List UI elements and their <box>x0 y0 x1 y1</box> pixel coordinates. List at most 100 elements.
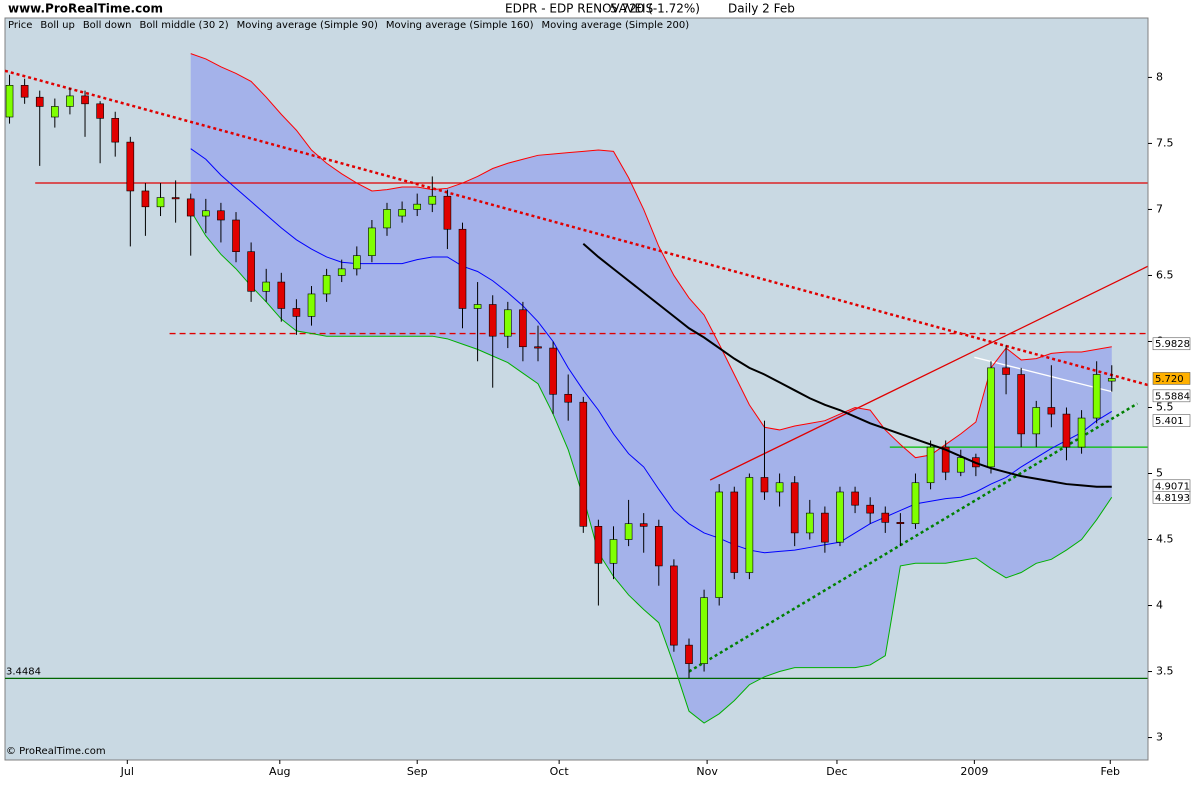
legend-entry: Boll down <box>83 20 132 31</box>
y-tick-label: 5 <box>1156 466 1163 479</box>
candle-body <box>322 275 331 295</box>
candle-body <box>564 393 572 403</box>
quote: 5.720 (-1.72%) <box>610 2 700 16</box>
candle-body <box>217 210 225 221</box>
site-name: www.ProRealTime.com <box>8 2 163 16</box>
candle-body <box>956 457 965 473</box>
candle-body <box>609 539 618 564</box>
candle-body <box>519 309 527 348</box>
y-tick-label: 4 <box>1156 599 1163 612</box>
legend-entry: Boll up <box>40 20 74 31</box>
legend-entry: Moving average (Simple 90) <box>237 20 378 31</box>
candle-body <box>624 523 633 540</box>
candle-body <box>66 95 74 107</box>
candle-body <box>96 103 104 119</box>
candle-body <box>277 281 286 309</box>
candle-body <box>1047 407 1056 415</box>
y-tick-label: 8 <box>1156 70 1163 83</box>
candle-body <box>896 522 905 524</box>
candle-body <box>760 477 769 493</box>
candle-body <box>836 491 844 543</box>
candle-body <box>156 197 165 208</box>
candle-body <box>186 198 195 217</box>
candle-body <box>866 504 874 514</box>
indicator-line <box>190 210 1113 724</box>
plot <box>5 53 1148 724</box>
chart-title: EDPR - EDP RENOVAVEIS <box>505 2 653 16</box>
price-tag-label: 4.8193 <box>1155 493 1190 504</box>
candle-body <box>488 304 497 337</box>
candle-body <box>35 96 44 107</box>
candle-body <box>383 209 391 229</box>
candle-body <box>51 106 59 118</box>
price-tag-label: 5.401 <box>1155 416 1184 427</box>
candle-body <box>1062 413 1071 448</box>
trend-line <box>974 356 1112 393</box>
candle-body <box>353 255 361 270</box>
x-tick-label: Aug <box>269 765 290 778</box>
price-tag-box <box>1152 389 1191 403</box>
price-tag-box <box>1152 491 1191 504</box>
x-tick-label: Oct <box>550 765 570 778</box>
price-tag-label: 5.9828 <box>1155 339 1190 350</box>
candle-body <box>549 347 557 395</box>
level-label: 3.4484 <box>6 666 41 677</box>
footer: © ProRealTime.com <box>6 746 106 757</box>
candle-body <box>851 491 859 506</box>
candle-body <box>368 227 376 256</box>
candle-body <box>141 190 150 208</box>
x-tick-label: Nov <box>696 765 718 778</box>
candle-body <box>881 512 890 523</box>
candle-body <box>1077 417 1086 448</box>
candle-body <box>745 477 754 573</box>
candle-body <box>337 268 346 276</box>
candle-body <box>790 482 799 534</box>
candle-body <box>911 482 920 524</box>
candle-body <box>458 228 467 309</box>
candle-body <box>1017 374 1025 435</box>
candle-body <box>111 118 120 143</box>
candle-body <box>232 219 240 252</box>
y-tick-label: 7.5 <box>1156 136 1174 149</box>
candle-body <box>730 491 739 573</box>
candle-body <box>292 308 301 317</box>
x-tick-label: Jul <box>120 765 134 778</box>
candle-body <box>821 512 829 543</box>
candle-body <box>5 85 14 118</box>
candle-body <box>413 203 422 210</box>
candle-body <box>503 309 512 337</box>
legend-entry: Moving average (Simple 160) <box>386 20 534 31</box>
candle-body <box>670 565 678 646</box>
legend-entry: Price <box>8 20 32 31</box>
candle-body <box>398 209 406 217</box>
price-tag-box <box>1152 414 1191 427</box>
trend-line <box>709 265 1148 481</box>
candle-body <box>247 251 255 292</box>
candle-body <box>534 346 542 349</box>
y-tick-label: 5.5 <box>1156 400 1174 413</box>
indicator-line <box>190 148 1113 554</box>
price-tag-box <box>1152 372 1191 385</box>
candle-body <box>941 446 950 473</box>
candle-body <box>639 523 648 527</box>
y-tick-label: 4.5 <box>1156 533 1174 546</box>
candle-body <box>579 401 588 527</box>
candle-body <box>987 367 995 468</box>
candle-body <box>775 482 784 493</box>
candle-body <box>715 491 723 598</box>
y-tick-label: 7 <box>1156 202 1163 215</box>
candle-body <box>1032 407 1041 435</box>
candle-body <box>81 95 89 105</box>
legend-entry: Boll middle (30 2) <box>140 20 229 31</box>
candle-body <box>262 281 271 292</box>
candle-body <box>926 446 935 484</box>
candle-body <box>1092 374 1101 419</box>
price-tag-label: 5.720 <box>1155 374 1184 385</box>
price-tag-box <box>1152 337 1191 351</box>
y-tick-label: 6.5 <box>1156 268 1174 281</box>
indicator-line <box>582 243 1112 488</box>
indicator-line <box>190 53 1112 459</box>
candle-body <box>1107 378 1116 382</box>
interval: Daily 2 Feb <box>728 2 795 16</box>
